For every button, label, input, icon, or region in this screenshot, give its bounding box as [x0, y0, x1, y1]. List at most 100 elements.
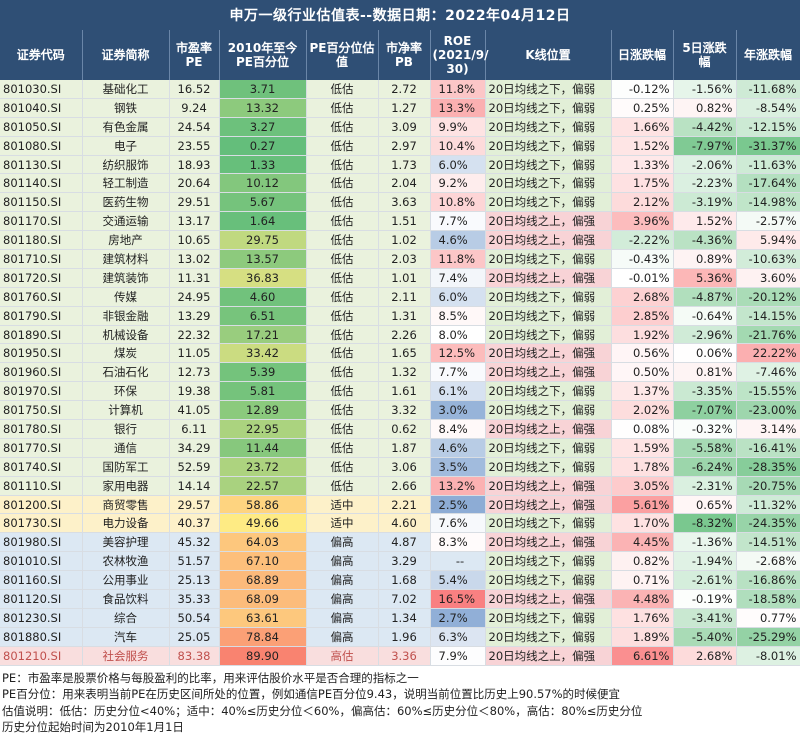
- cell-daily-change: 4.48%: [611, 589, 674, 609]
- cell-name: 纺织服饰: [82, 155, 170, 175]
- cell-pb: 3.32: [378, 400, 431, 421]
- cell-daily-change: 1.37%: [611, 381, 674, 402]
- cell-pe-percentile: 22.95: [219, 419, 307, 439]
- cell-year-change: -8.01%: [736, 646, 800, 666]
- cell-valuation: 低估: [306, 287, 379, 307]
- cell-code: 801130.SI: [0, 155, 83, 175]
- header-col-roe: ROE (2021/9/30): [430, 30, 489, 80]
- cell-roe: 8.3%: [430, 532, 486, 553]
- cell-kline: 20日均线之下，偏弱: [485, 325, 612, 345]
- cell-name: 社会服务: [82, 646, 170, 666]
- cell-code: 801770.SI: [0, 438, 83, 458]
- cell-daily-change: 1.92%: [611, 325, 674, 345]
- cell-name: 公用事业: [82, 570, 170, 591]
- cell-year-change: -20.12%: [736, 287, 800, 307]
- cell-roe: 4.6%: [430, 438, 486, 458]
- cell-code: 801180.SI: [0, 230, 83, 251]
- cell-pe-percentile: 17.21: [219, 325, 307, 345]
- cell-roe: 11.8%: [430, 249, 486, 269]
- cell-pe: 41.05: [169, 400, 220, 421]
- cell-valuation: 低估: [306, 249, 379, 269]
- cell-name: 银行: [82, 419, 170, 439]
- header-col-name: 证券简称: [82, 30, 170, 80]
- table-row: 801140.SI 轻工制造 20.64 10.12 低估 2.04 9.2% 20日均线之下…: [0, 173, 800, 194]
- table-row: 801790.SI 非银金融 13.29 6.51 低估 1.31 8.5% 20日均线之下，…: [0, 306, 800, 326]
- cell-name: 传媒: [82, 287, 170, 307]
- cell-code: 801210.SI: [0, 646, 83, 666]
- cell-valuation: 高估: [306, 646, 379, 666]
- cell-pe: 83.38: [169, 646, 220, 666]
- cell-code: 801030.SI: [0, 80, 83, 99]
- cell-daily-change: 1.89%: [611, 627, 674, 647]
- cell-roe: 11.8%: [430, 80, 486, 99]
- table-row: 801180.SI 房地产 10.65 29.75 低估 1.02 4.6% 20日均线之上，…: [0, 230, 800, 251]
- cell-pb: 2.03: [378, 249, 431, 269]
- cell-valuation: 低估: [306, 230, 379, 251]
- table-row: 801730.SI 电力设备 40.37 49.66 适中 4.60 7.6% 20日均线之下…: [0, 513, 800, 534]
- cell-pb: 1.73: [378, 155, 431, 175]
- cell-name: 电力设备: [82, 513, 170, 534]
- cell-year-change: 5.94%: [736, 230, 800, 251]
- cell-valuation: 低估: [306, 173, 379, 194]
- cell-valuation: 低估: [306, 381, 379, 402]
- header-col-pe-pct: 2010年至今 PE百分位: [219, 30, 307, 80]
- cell-daily-change: 0.82%: [611, 551, 674, 572]
- cell-pe-percentile: 13.32: [219, 98, 307, 118]
- table-body: 801030.SI 基础化工 16.52 3.71 低估 2.72 11.8% 20日均线之下…: [0, 80, 800, 666]
- table-row: 801160.SI 公用事业 25.13 68.89 偏高 1.68 5.4% 20日均线之下…: [0, 570, 800, 591]
- cell-pb: 3.09: [378, 117, 431, 137]
- cell-5day-change: -1.56%: [673, 80, 737, 99]
- cell-code: 801170.SI: [0, 211, 83, 232]
- cell-valuation: 低估: [306, 192, 379, 213]
- cell-name: 轻工制造: [82, 173, 170, 194]
- cell-pe-percentile: 33.42: [219, 343, 307, 364]
- cell-kline: 20日均线之下，偏弱: [485, 98, 612, 118]
- cell-year-change: -11.68%: [736, 80, 800, 99]
- cell-pe: 25.13: [169, 570, 220, 591]
- header-col-daily: 日涨跌幅: [611, 30, 674, 80]
- table-row: 801710.SI 建筑材料 13.02 13.57 低估 2.03 11.8% 20日均线之…: [0, 249, 800, 269]
- cell-pe: 14.14: [169, 476, 220, 496]
- cell-pb: 1.32: [378, 362, 431, 383]
- cell-pb: 2.26: [378, 325, 431, 345]
- cell-code: 801080.SI: [0, 136, 83, 156]
- cell-pe-percentile: 67.10: [219, 551, 307, 572]
- cell-5day-change: 2.68%: [673, 646, 737, 666]
- cell-pb: 1.51: [378, 211, 431, 232]
- cell-name: 计算机: [82, 400, 170, 421]
- cell-5day-change: -2.61%: [673, 570, 737, 591]
- cell-daily-change: 4.45%: [611, 532, 674, 553]
- cell-year-change: -25.29%: [736, 627, 800, 647]
- cell-year-change: -14.51%: [736, 532, 800, 553]
- cell-code: 801140.SI: [0, 173, 83, 194]
- cell-kline: 20日均线之上，偏强: [485, 362, 612, 383]
- cell-name: 石油石化: [82, 362, 170, 383]
- cell-kline: 20日均线之上，偏强: [485, 495, 612, 515]
- cell-kline: 20日均线之上，偏强: [485, 419, 612, 439]
- cell-valuation: 偏高: [306, 627, 379, 647]
- cell-code: 801010.SI: [0, 551, 83, 572]
- cell-kline: 20日均线之下，偏弱: [485, 570, 612, 591]
- cell-5day-change: -1.94%: [673, 551, 737, 572]
- header-col-pb: 市净率 PB: [378, 30, 431, 80]
- cell-5day-change: -5.40%: [673, 627, 737, 647]
- cell-pe-percentile: 6.51: [219, 306, 307, 326]
- cell-name: 国防军工: [82, 457, 170, 477]
- cell-valuation: 偏高: [306, 608, 379, 628]
- cell-roe: 2.5%: [430, 495, 486, 515]
- cell-daily-change: 1.33%: [611, 155, 674, 175]
- cell-year-change: -10.63%: [736, 249, 800, 269]
- cell-kline: 20日均线之上，偏强: [485, 589, 612, 609]
- cell-year-change: -2.68%: [736, 551, 800, 572]
- cell-kline: 20日均线之下，偏弱: [485, 608, 612, 628]
- table-header: 证券代码 证券简称 市盈率 PE 2010年至今 PE百分位 PE百分位估值市净率 PB ROE…: [0, 30, 800, 80]
- cell-pb: 1.68: [378, 570, 431, 591]
- cell-roe: 7.7%: [430, 211, 486, 232]
- cell-name: 综合: [82, 608, 170, 628]
- cell-code: 801960.SI: [0, 362, 83, 383]
- cell-valuation: 低估: [306, 117, 379, 137]
- cell-5day-change: -4.87%: [673, 287, 737, 307]
- cell-5day-change: -7.97%: [673, 136, 737, 156]
- cell-valuation: 适中: [306, 495, 379, 515]
- cell-5day-change: -6.24%: [673, 457, 737, 477]
